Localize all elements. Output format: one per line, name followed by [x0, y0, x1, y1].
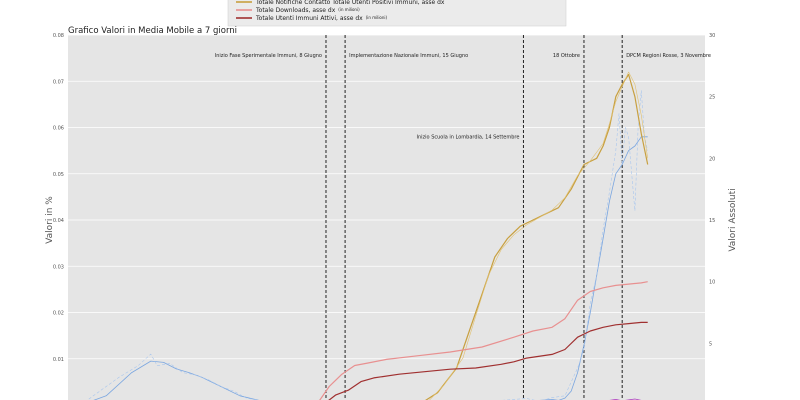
- y-tick-label: 0.05: [53, 172, 64, 178]
- y-tick-label: 0.04: [53, 218, 64, 224]
- y-tick-label: 0.01: [53, 357, 64, 363]
- event-lines: [325, 35, 623, 400]
- chart-title: Grafico Valori in Media Mobile a 7 giorn…: [68, 26, 237, 36]
- y-tick-label: 0.07: [53, 79, 64, 85]
- y-tick-label: 0.03: [53, 264, 64, 270]
- event-label: Inizio Fase Sperimentale Immuni, 8 Giugn…: [215, 53, 322, 59]
- grid: [68, 34, 705, 360]
- legend-label: Totale Utenti Immuni Attivi, asse dx: [255, 15, 363, 22]
- event-label: DPCM Regioni Rosse, 3 Novembre: [626, 53, 711, 59]
- legend-box: [227, 0, 567, 27]
- y2-tick-label: 10: [709, 280, 715, 286]
- y2-tick-label: 15: [709, 218, 715, 224]
- event-label: Implementazione Nazionale Immuni, 15 Giu…: [349, 53, 468, 59]
- y-axis-label: Valori in %: [45, 196, 55, 244]
- series-line-6: [328, 321, 648, 400]
- legend: Totale Notifiche Contatto Totale Utenti …: [227, 0, 567, 27]
- y2-tick-label: 30: [709, 33, 715, 39]
- series-line-0: [93, 136, 648, 400]
- legend-note: (in milioni): [338, 7, 360, 12]
- y-ticks-right: 051015202530: [709, 33, 715, 347]
- series-group: [87, 71, 649, 400]
- y-ticks-left: 0.000.010.020.030.040.050.060.070.08: [53, 33, 64, 363]
- y-tick-label: 0.06: [53, 126, 64, 132]
- legend-note: (in milioni): [366, 15, 388, 20]
- y-tick-label: 0.08: [53, 33, 64, 39]
- annotations: Inizio Fase Sperimentale Immuni, 8 Giugn…: [215, 53, 711, 140]
- series-line-4: [429, 71, 648, 400]
- y2-tick-label: 25: [709, 95, 715, 101]
- y-tick-label: 0.02: [53, 311, 64, 317]
- event-label: Inizio Scuola in Lombardia, 14 Settembre: [417, 135, 520, 141]
- y2-tick-label: 5: [709, 341, 712, 347]
- event-label: 18 Ottobre: [553, 53, 580, 59]
- plot-background: [68, 35, 705, 400]
- legend-label: Totale Notifiche Contatto Totale Utenti …: [255, 0, 445, 6]
- legend-label: Totale Downloads, asse dx: [255, 7, 336, 14]
- series-line-5: [319, 281, 648, 400]
- y2-tick-label: 20: [709, 156, 715, 162]
- y2-axis-label: Valori Assoluti: [728, 188, 738, 251]
